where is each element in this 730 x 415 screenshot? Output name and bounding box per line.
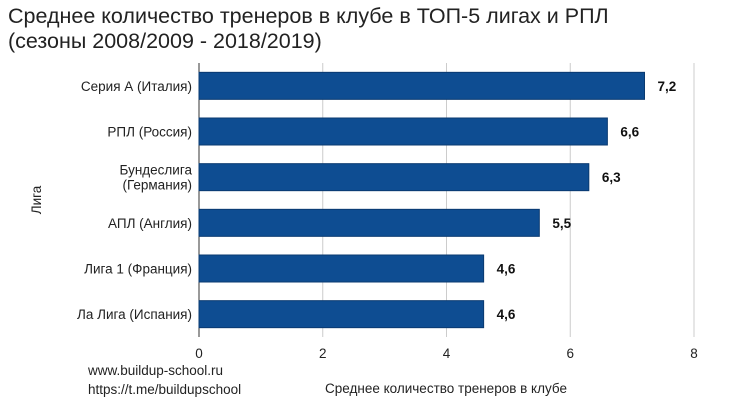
bar: [198, 71, 645, 100]
category-labels: Серия А (Италия) РПЛ (Россия) Бундеслига (Г…: [77, 79, 192, 322]
chart-title-line-1: Среднее количество тренеров в клубе в ТО…: [8, 4, 609, 28]
data-label: 6,3: [602, 170, 621, 185]
category-label-line: Лига 1 (Франция): [84, 262, 192, 277]
grid-lines: [198, 63, 695, 337]
x-tick-label: 2: [319, 346, 327, 361]
bar: [198, 208, 540, 237]
category-label: АПЛ (Англия): [108, 216, 192, 231]
category-label-line: Серия А (Италия): [81, 79, 192, 94]
category-label: Бундеслига (Германия): [120, 163, 193, 193]
category-label-line: Ла Лига (Испания): [77, 307, 192, 322]
chart-title-line-2: (сезоны 2008/2009 - 2018/2019): [8, 29, 322, 53]
data-labels: 7,2 6,6 6,3 5,5 4,6 4,6: [497, 79, 677, 322]
data-label: 6,6: [620, 125, 639, 140]
data-label: 5,5: [552, 216, 571, 231]
bar: [198, 117, 608, 146]
telegram-link[interactable]: https://t.me/buildupschool: [88, 382, 242, 397]
bars: [198, 71, 645, 329]
bar: [198, 163, 590, 192]
category-label-line: Бундеслига: [120, 163, 193, 178]
x-axis-title: Среднее количество тренеров в клубе: [325, 381, 567, 396]
category-label: Лига 1 (Франция): [84, 262, 192, 277]
data-label: 4,6: [497, 307, 516, 322]
x-tick-label: 6: [566, 346, 574, 361]
website-link[interactable]: www.buildup-school.ru: [88, 363, 224, 378]
bar: [198, 300, 485, 329]
data-label: 4,6: [497, 262, 516, 277]
category-label-line: РПЛ (Россия): [107, 125, 192, 140]
x-tick-label: 0: [195, 346, 203, 361]
category-label: РПЛ (Россия): [107, 125, 192, 140]
category-label-line: (Германия): [122, 178, 192, 193]
footer: www.buildup-school.ru https://t.me/build…: [88, 361, 241, 399]
category-label: Серия А (Италия): [81, 79, 192, 94]
chart-title: Среднее количество тренеров в клубе в ТО…: [8, 4, 723, 54]
y-axis-title: Лига: [29, 185, 44, 214]
x-tick-labels: 0 2 4 6 8: [195, 346, 698, 361]
x-tick-label: 4: [443, 346, 451, 361]
category-label: Ла Лига (Испания): [77, 307, 192, 322]
x-tick-label: 8: [690, 346, 698, 361]
bar: [198, 254, 485, 283]
category-label-line: АПЛ (Англия): [108, 216, 192, 231]
data-label: 7,2: [658, 79, 677, 94]
